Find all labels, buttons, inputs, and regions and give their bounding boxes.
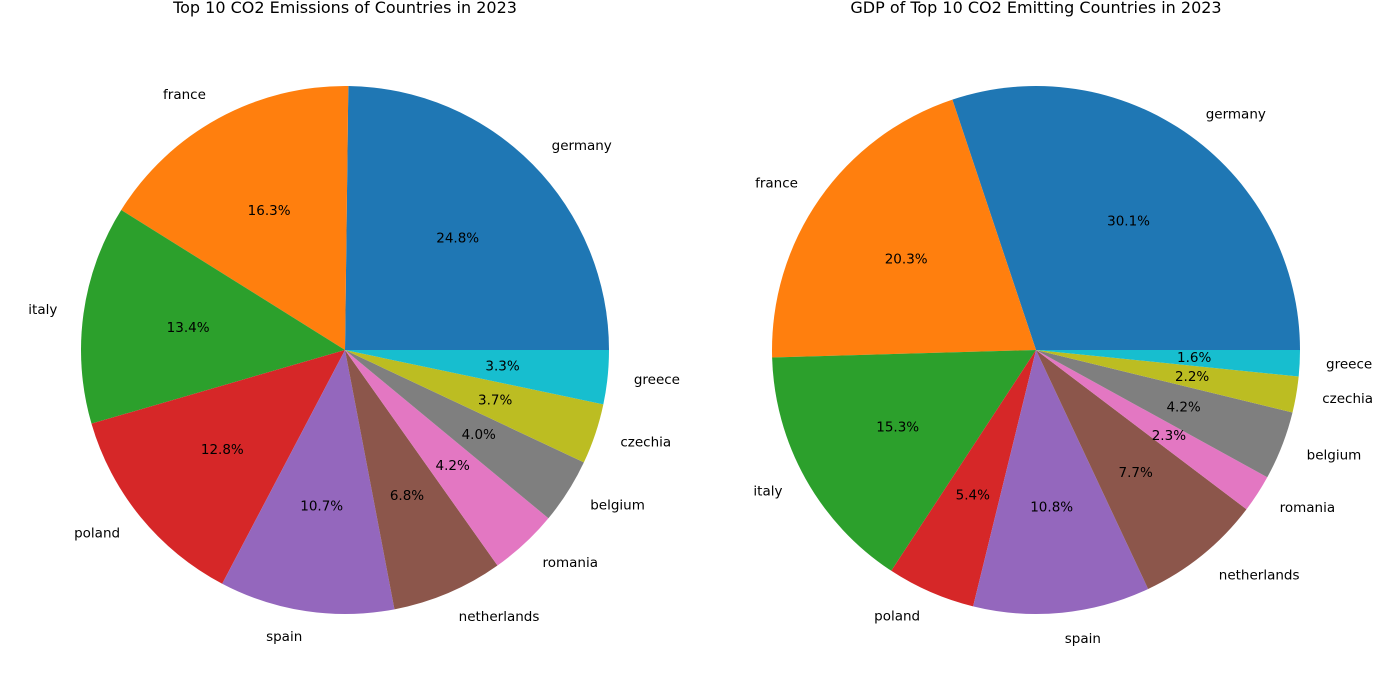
co2-percent-label-greece: 3.3% [485, 358, 519, 374]
gdp-percent-label-belgium: 4.2% [1166, 399, 1200, 415]
gdp-wedge-germany [952, 86, 1300, 350]
gdp-chart-title: GDP of Top 10 CO2 Emitting Countries in … [850, 0, 1221, 17]
gdp-percent-label-italy: 15.3% [876, 419, 919, 435]
co2-slice-label-italy: italy [28, 302, 57, 318]
co2-percent-label-netherlands: 6.8% [390, 488, 424, 504]
gdp-percent-label-poland: 5.4% [956, 487, 990, 503]
gdp-slice-label-belgium: belgium [1307, 447, 1362, 463]
co2-slice-label-belgium: belgium [590, 498, 645, 514]
gdp-slice-label-italy: italy [753, 484, 782, 500]
gdp-wedges [772, 86, 1300, 615]
co2-slice-label-netherlands: netherlands [459, 609, 540, 625]
gdp-slice-label-france: france [755, 176, 798, 192]
co2-wedge-greece [345, 350, 609, 405]
gdp-percent-label-netherlands: 7.7% [1119, 465, 1153, 481]
co2-emissions-chart-title: Top 10 CO2 Emissions of Countries in 202… [172, 0, 517, 17]
co2-percent-label-france: 16.3% [248, 203, 291, 219]
co2-percent-label-romania: 4.2% [436, 458, 470, 474]
gdp-pie-chart: GDP of Top 10 CO2 Emitting Countries in … [753, 0, 1373, 647]
co2-wedge-czechia [345, 350, 604, 463]
co2-emissions-wedges [80, 85, 610, 614]
gdp-percent-label-romania: 2.3% [1152, 428, 1186, 444]
co2-wedge-netherlands [345, 350, 498, 610]
co2-emissions-labels: germany 24.8% france 16.3% italy 13.4% poland 1… [28, 87, 680, 645]
gdp-wedge-italy [772, 350, 1036, 571]
gdp-percent-label-greece: 1.6% [1177, 350, 1211, 366]
co2-wedge-italy [80, 209, 345, 424]
gdp-slice-label-netherlands: netherlands [1219, 568, 1300, 584]
co2-percent-label-italy: 13.4% [167, 320, 210, 336]
co2-wedge-germany [345, 86, 610, 351]
co2-percent-label-germany: 24.8% [436, 231, 479, 247]
gdp-slice-label-poland: poland [874, 608, 920, 624]
gdp-wedge-poland [891, 350, 1036, 607]
co2-emissions-pie-chart: Top 10 CO2 Emissions of Countries in 202… [28, 0, 680, 645]
gdp-wedge-france [772, 99, 1036, 358]
co2-wedge-poland [91, 350, 345, 584]
co2-wedge-spain [222, 350, 395, 614]
gdp-percent-label-spain: 10.8% [1030, 500, 1073, 516]
gdp-percent-label-czechia: 2.2% [1175, 369, 1209, 385]
gdp-wedge-netherlands [1036, 350, 1247, 589]
gdp-slice-label-germany: germany [1206, 106, 1266, 122]
gdp-slice-label-czechia: czechia [1322, 391, 1373, 407]
co2-slice-label-greece: greece [634, 372, 680, 388]
gdp-percent-label-germany: 30.1% [1107, 213, 1150, 229]
co2-percent-label-czechia: 3.7% [478, 392, 512, 408]
co2-slice-label-romania: romania [542, 555, 598, 571]
gdp-wedge-czechia [1036, 350, 1299, 413]
co2-slice-label-poland: poland [74, 526, 120, 542]
co2-slice-label-spain: spain [266, 629, 302, 645]
gdp-wedge-belgium [1036, 350, 1293, 478]
gdp-slice-label-spain: spain [1065, 631, 1101, 647]
co2-wedge-romania [345, 350, 549, 566]
co2-slice-label-czechia: czechia [620, 434, 671, 450]
gdp-slice-label-romania: romania [1280, 500, 1336, 516]
gdp-labels: germany 30.1% france 20.3% italy 15.3% poland 5… [753, 106, 1373, 647]
co2-wedge-france [121, 85, 349, 350]
gdp-wedge-greece [1036, 350, 1300, 377]
gdp-wedge-romania [1036, 350, 1268, 510]
co2-percent-label-poland: 12.8% [201, 442, 244, 458]
co2-slice-label-france: france [163, 87, 206, 103]
gdp-slice-label-greece: greece [1326, 357, 1372, 373]
co2-wedge-belgium [345, 350, 584, 519]
co2-percent-label-belgium: 4.0% [462, 427, 496, 443]
gdp-wedge-spain [973, 350, 1149, 615]
gdp-percent-label-france: 20.3% [885, 251, 928, 267]
co2-slice-label-germany: germany [552, 138, 612, 154]
co2-percent-label-spain: 10.7% [300, 499, 343, 515]
